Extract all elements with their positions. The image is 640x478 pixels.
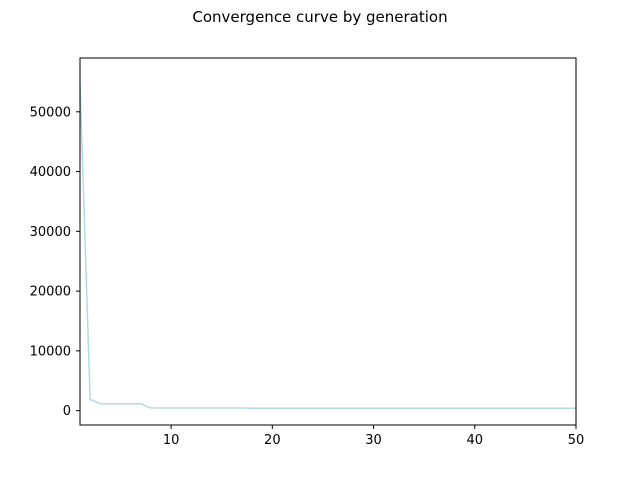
x-tick-label: 50 — [568, 433, 585, 448]
y-tick-label: 50000 — [30, 105, 71, 120]
y-tick-label: 0 — [63, 404, 71, 419]
axes-frame — [80, 58, 576, 425]
x-tick-label: 40 — [467, 433, 484, 448]
y-tick-label: 30000 — [30, 225, 71, 240]
plot-area: 10 20 30 40 50 0 10000 20000 30000 40000 50000 — [30, 58, 585, 448]
y-tick-label: 20000 — [30, 285, 71, 300]
y-tick-label: 40000 — [30, 165, 71, 180]
y-tick-label: 10000 — [30, 344, 71, 359]
x-tick-label: 10 — [163, 433, 180, 448]
chart-title: Convergence curve by generation — [192, 8, 447, 26]
x-tick-label: 30 — [365, 433, 382, 448]
x-tick-label: 20 — [264, 433, 281, 448]
series-line-1 — [80, 82, 576, 408]
